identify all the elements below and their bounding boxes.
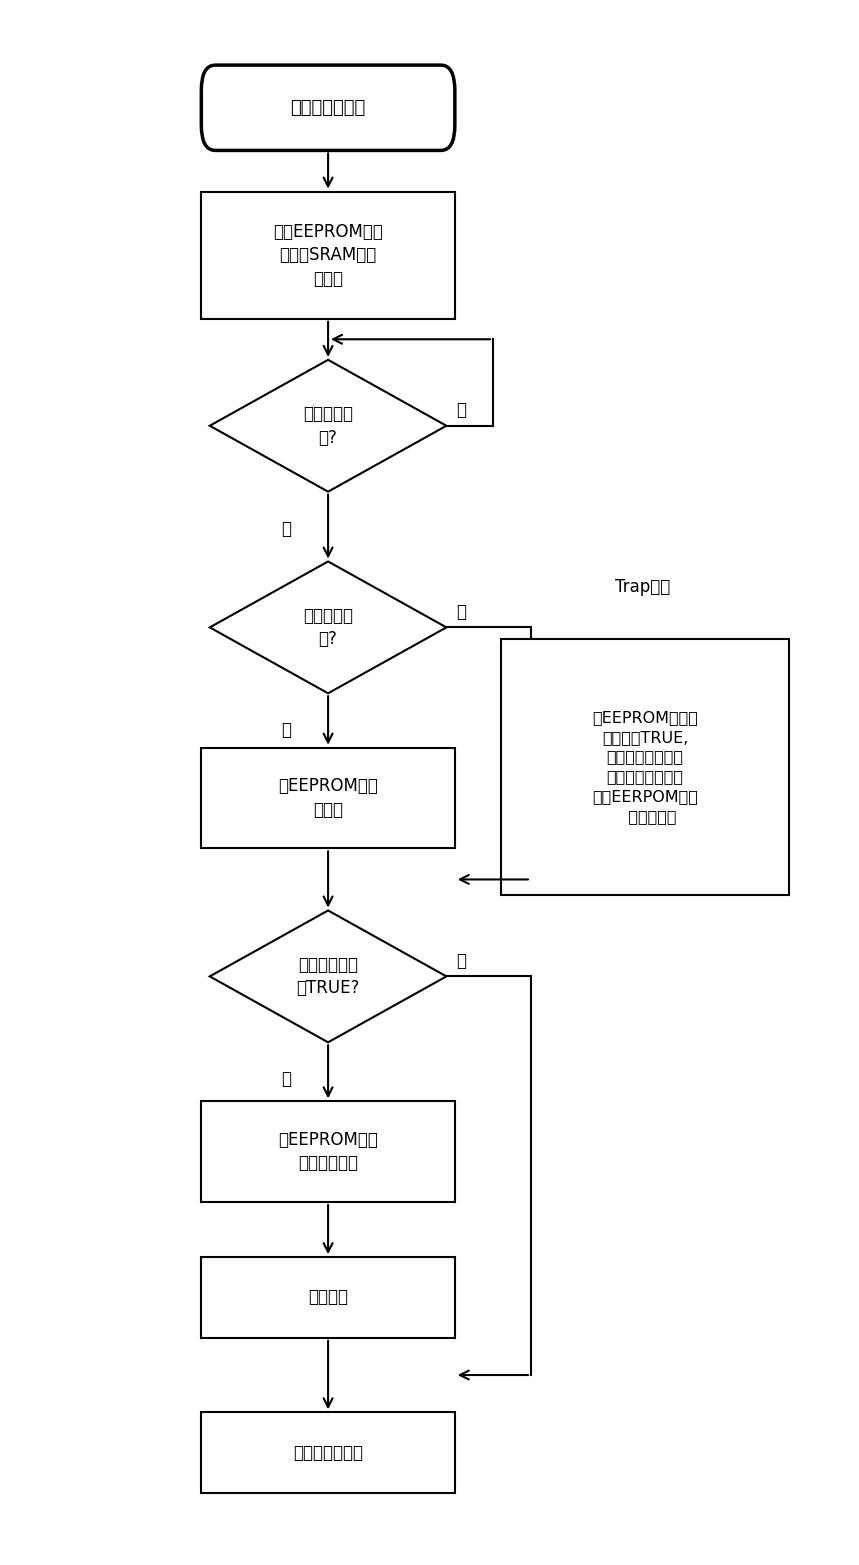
Text: 否: 否 [456, 603, 466, 621]
Text: 按页回写: 按页回写 [308, 1288, 348, 1307]
Text: 将EEPROM错误
地址按页对齐: 将EEPROM错误 地址按页对齐 [278, 1131, 378, 1172]
Text: 否: 否 [456, 401, 466, 419]
Polygon shape [210, 911, 447, 1042]
Text: 是: 是 [281, 520, 291, 538]
Bar [201, 1412, 455, 1493]
Text: Trap处理: Trap处理 [615, 577, 671, 596]
Text: 拷贝EEPROM程序
数据到SRAM临时
缓存区: 拷贝EEPROM程序 数据到SRAM临时 缓存区 [273, 222, 383, 288]
Bar [201, 748, 455, 848]
Text: 自检周期到
时?: 自检周期到 时? [303, 607, 353, 648]
Text: 读EEPROM当前
页数据: 读EEPROM当前 页数据 [278, 778, 378, 818]
Text: 否: 否 [456, 952, 466, 970]
Bar [201, 1102, 455, 1202]
Text: 是: 是 [281, 1070, 291, 1088]
Text: 计算机软件启动: 计算机软件启动 [290, 99, 366, 117]
Polygon shape [210, 360, 447, 491]
Bar [502, 639, 789, 895]
Text: 当前页自检结束: 当前页自检结束 [293, 1443, 363, 1462]
FancyBboxPatch shape [201, 66, 455, 150]
Text: 自检功能使
能?: 自检功能使 能? [303, 405, 353, 446]
Bar [201, 1257, 455, 1338]
Bar [201, 191, 455, 319]
Text: 置EEPROM自检错
误标识为TRUE,
记录单比特错误计
数、双比特错误计
数、EERPOM错误
   地址等信息: 置EEPROM自检错 误标识为TRUE, 记录单比特错误计 数、双比特错误计 数… [592, 711, 698, 825]
Polygon shape [210, 562, 447, 693]
Text: 自检错误标识
为TRUE?: 自检错误标识 为TRUE? [296, 956, 360, 997]
Text: 是: 是 [281, 721, 291, 739]
